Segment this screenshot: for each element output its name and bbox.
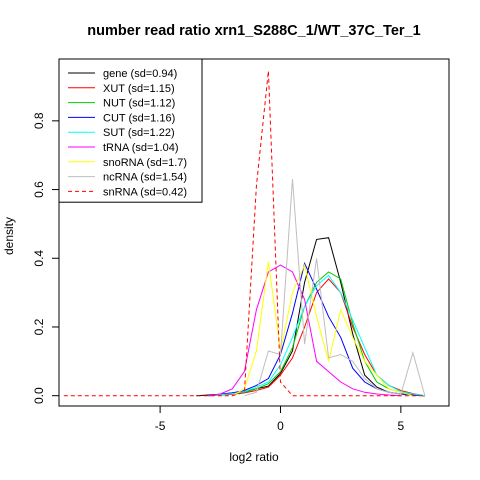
legend-label: tRNA (sd=1.04) bbox=[103, 142, 179, 154]
legend-box bbox=[58, 58, 203, 203]
y-axis-label: density bbox=[2, 217, 16, 255]
x-axis: -5 0 5 bbox=[155, 405, 405, 433]
series-line-5 bbox=[208, 274, 425, 397]
legend-label: snRNA (sd=0.42) bbox=[103, 186, 187, 198]
legend-label: XUT (sd=1.15) bbox=[103, 83, 175, 95]
y-tick-label: 0.6 bbox=[32, 181, 46, 198]
legend: gene (sd=0.94) XUT (sd=1.15) NUT (sd=1.12)… bbox=[58, 58, 203, 203]
y-tick-label: 0.0 bbox=[32, 387, 46, 404]
x-tick-label: 0 bbox=[277, 419, 284, 433]
legend-label: gene (sd=0.94) bbox=[103, 68, 177, 80]
legend-label: SUT (sd=1.22) bbox=[103, 127, 175, 139]
series-layer bbox=[63, 70, 426, 397]
legend-label: ncRNA (sd=1.54) bbox=[103, 172, 187, 184]
legend-label: NUT (sd=1.12) bbox=[103, 98, 175, 110]
x-tick-label: 5 bbox=[398, 419, 405, 433]
legend-label: snoRNA (sd=1.7) bbox=[103, 157, 187, 169]
y-tick-label: 0.4 bbox=[32, 250, 46, 267]
legend-label: CUT (sd=1.16) bbox=[103, 112, 175, 124]
y-tick-label: 0.8 bbox=[32, 112, 46, 129]
x-axis-label: log2 ratio bbox=[229, 450, 279, 464]
series-line-7 bbox=[232, 261, 414, 397]
series-line-9 bbox=[63, 70, 425, 397]
chart-title: number read ratio xrn1_S288C_1/WT_37C_Te… bbox=[87, 23, 420, 39]
x-tick-label: -5 bbox=[155, 419, 166, 433]
series-line-8 bbox=[244, 179, 426, 397]
y-tick-label: 0.2 bbox=[32, 318, 46, 335]
series-line-6 bbox=[208, 264, 401, 397]
